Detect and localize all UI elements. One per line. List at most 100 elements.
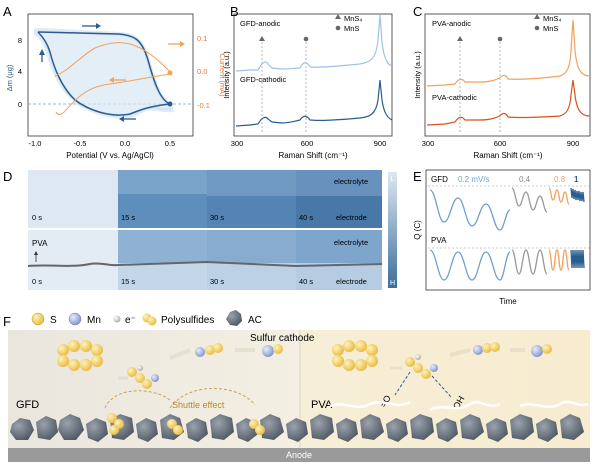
panel-letter-a: A [3, 4, 12, 19]
legend-ac-icon [226, 310, 242, 326]
tick-a-x-1: -1.0 [29, 139, 42, 148]
label-anode: Anode [286, 450, 312, 460]
polymer-chain-2 [429, 401, 501, 412]
ylabel-e: Q (C) [413, 220, 422, 240]
plot-frame-c [424, 13, 591, 137]
legend-mn-icon [68, 312, 82, 326]
label-e-pva: PVA [431, 236, 447, 245]
label-f-gfd: GFD [16, 399, 39, 411]
trace-e-gfd-1 [570, 187, 585, 203]
label-e-gfd: GFD [431, 175, 448, 184]
polysulfide-deposit-gfd [107, 413, 265, 435]
mass-end-dot [167, 101, 173, 107]
panel-letter-e: E [413, 169, 422, 184]
label-d1-electrolyte: electrolyte [334, 177, 368, 186]
rate-0.2: 0.2 mV/s [458, 175, 490, 184]
tick-c-600: 600 [494, 139, 507, 148]
label-b-top: GFD-anodic [240, 19, 281, 28]
ylabel-c: Intensity (a.u.) [413, 51, 422, 99]
panel-d: D 0 s 15 s 30 s 40 s electrolyte electro… [3, 169, 397, 290]
time-d1-40: 40 s [299, 213, 313, 222]
legend-mn: Mn [87, 315, 101, 326]
time-d1-0: 0 s [32, 213, 42, 222]
spectrum-c-anodic [426, 19, 591, 87]
shuttle-arrow-2 [169, 388, 256, 409]
tick-a-left-0: 0 [18, 100, 22, 109]
plot-frame-b [233, 13, 393, 137]
spectrum-b-cathodic [235, 79, 393, 127]
interaction-line-1 [394, 371, 411, 396]
panel-f: F S Mn e⁻ Polysulfides AC Sulfur cathode [3, 310, 590, 462]
legend-ac: AC [248, 315, 262, 326]
time-d1-30: 30 s [210, 213, 224, 222]
tick-a-right-0.1: 0.1 [197, 34, 207, 43]
label-c-top: PVA-anodic [432, 19, 471, 28]
tick-b-900: 900 [374, 139, 387, 148]
ylabel-a-left: Δm (μg) [5, 64, 14, 91]
frame-d1-0s [28, 170, 118, 228]
trace-e-gfd-0.8 [548, 187, 570, 205]
label-d1-electrode: electrode [336, 213, 367, 222]
legend-s-icon [31, 312, 45, 326]
ylabel-a-right: Current (mA) [218, 53, 227, 97]
legend-e: e⁻ [125, 315, 136, 326]
ylabel-b: Intensity (a.u.) [222, 51, 231, 99]
s8-ring-gfd [57, 340, 103, 371]
rate-1: 1 [574, 175, 579, 184]
mns-product-pva [531, 344, 552, 357]
tick-c-900: 900 [567, 139, 580, 148]
legend-b-triangle [335, 14, 341, 19]
tag-d2-pva: PVA [32, 239, 48, 248]
label-b-bottom: GFD-cathodic [240, 75, 287, 84]
legend-s: S [50, 315, 57, 326]
time-d1-15: 15 s [121, 213, 135, 222]
time-d2-0: 0 s [32, 277, 42, 286]
label-d2-electrode: electrode [336, 277, 367, 286]
legend-e-icon [113, 315, 121, 323]
xlabel-a: Potential (V vs. Ag/AgCl) [66, 151, 154, 160]
trace-e-pva-0.4 [511, 249, 548, 275]
legend-poly-icon [142, 313, 157, 326]
polysulfide-chain-gfd [127, 365, 159, 389]
label-c-bottom: PVA-cathodic [432, 93, 477, 102]
label-sulfur-cathode: Sulfur cathode [250, 333, 315, 344]
tick-a-x-2: -0.5 [74, 139, 87, 148]
panel-e: E Q (C) Time GFD PVA 0.2 mV/s 0.4 0.8 1 [413, 169, 591, 306]
tick-a-right-neg0.1: -0.1 [197, 101, 210, 110]
tick-a-right-0.0: 0.0 [197, 67, 207, 76]
interface-line-d2 [27, 260, 383, 268]
mns-cluster-gfd [195, 343, 223, 357]
label-shuttle-effect: Shuttle effect [172, 400, 225, 410]
legend-b-mns4: MnS₄ [344, 14, 362, 23]
label-d2-electrolyte: electrolyte [334, 238, 368, 247]
rate-0.4: 0.4 [519, 175, 531, 184]
shuttle-arrow-1 [104, 390, 171, 409]
scale-low: L [391, 176, 395, 183]
legend-c-mns4: MnS₄ [543, 14, 561, 23]
panel-letter-c: C [413, 4, 422, 19]
color-scale-bar [388, 172, 397, 288]
trace-e-pva-1 [570, 249, 585, 269]
mass-loop-top [37, 31, 171, 105]
mns-cluster-pva [473, 342, 500, 355]
xlabel-b: Raman Shift (cm⁻¹) [278, 151, 347, 160]
tick-a-left-8: 8 [18, 36, 22, 45]
panel-letter-f: F [3, 314, 11, 329]
anode-bar [8, 448, 590, 462]
tick-a-left-4: 4 [18, 67, 22, 76]
legend-poly: Polysulfides [161, 315, 214, 326]
panel-letter-d: D [3, 169, 12, 184]
xlabel-e: Time [499, 297, 517, 306]
legend-c-dot [534, 25, 540, 31]
time-d2-15: 15 s [121, 277, 135, 286]
trace-e-gfd-0.4 [511, 187, 548, 213]
polysulfide-chain-pva [405, 354, 438, 379]
spectrum-c-cathodic [426, 79, 591, 126]
frame-d2-0s [28, 230, 118, 290]
time-d2-30: 30 s [210, 277, 224, 286]
legend-b-dot [335, 25, 341, 31]
tick-c-300: 300 [422, 139, 435, 148]
legend-b-mns: MnS [344, 24, 359, 33]
mns-product-gfd [262, 344, 283, 357]
